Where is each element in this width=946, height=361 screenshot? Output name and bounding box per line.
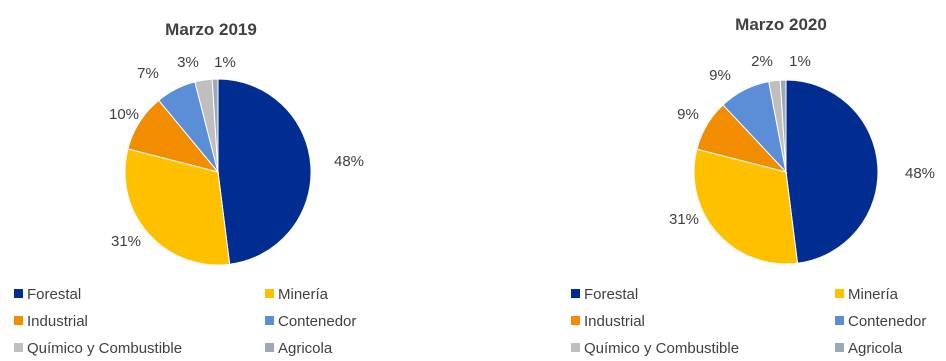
pie-slice-agricola bbox=[779, 79, 787, 173]
legend-item-quimico-y-combustible: Químico y Combustible bbox=[571, 340, 739, 357]
legend-label: Minería bbox=[278, 286, 329, 303]
legend-swatch bbox=[571, 343, 580, 352]
chart-legend: Forestal Minería Industrial Contenedor Quími… bbox=[14, 286, 356, 357]
chart-legend: Forestal Minería Industrial Contenedor Quími… bbox=[571, 286, 926, 357]
legend-label: Forestal bbox=[27, 286, 81, 303]
pie-chart-marzo-2019: Marzo 2019 48% 31% 10% 7% 3% 1% Forestal Minería… bbox=[14, 20, 364, 357]
legend-label: Industrial bbox=[584, 313, 645, 330]
legend-swatch bbox=[265, 289, 274, 298]
legend-swatch bbox=[835, 316, 844, 325]
legend-label: Minería bbox=[848, 286, 899, 303]
legend-label: Agricola bbox=[848, 340, 903, 357]
data-label-mineria: 31% bbox=[669, 211, 699, 228]
legend-swatch bbox=[571, 316, 580, 325]
pie-slice-forestal bbox=[785, 79, 879, 264]
data-label-contenedor: 7% bbox=[137, 65, 159, 82]
legend-item-agricola: Agricola bbox=[265, 340, 333, 357]
legend-item-mineria: Minería bbox=[835, 286, 899, 303]
pie-slice-mineria bbox=[124, 148, 231, 266]
legend-item-contenedor: Contenedor bbox=[835, 313, 926, 330]
legend-label: Contenedor bbox=[278, 313, 356, 330]
legend-swatch bbox=[265, 343, 274, 352]
data-label-quimico-y-combustible: 3% bbox=[177, 54, 199, 71]
legend-item-industrial: Industrial bbox=[14, 313, 88, 330]
data-label-mineria: 31% bbox=[111, 233, 141, 250]
legend-item-contenedor: Contenedor bbox=[265, 313, 356, 330]
legend-item-industrial: Industrial bbox=[571, 313, 645, 330]
legend-swatch bbox=[14, 316, 23, 325]
legend-swatch bbox=[571, 289, 580, 298]
legend-label: Químico y Combustible bbox=[584, 340, 739, 357]
data-label-industrial: 10% bbox=[109, 106, 139, 123]
legend-swatch bbox=[14, 343, 23, 352]
legend-swatch bbox=[265, 316, 274, 325]
data-label-forestal: 48% bbox=[905, 165, 935, 182]
legend-swatch bbox=[14, 289, 23, 298]
legend-item-forestal: Forestal bbox=[14, 286, 81, 303]
data-label-quimico-y-combustible: 2% bbox=[751, 53, 773, 70]
chart-title: Marzo 2019 bbox=[165, 20, 257, 39]
legend-swatch bbox=[835, 289, 844, 298]
legend-item-forestal: Forestal bbox=[571, 286, 638, 303]
chart-title: Marzo 2020 bbox=[735, 15, 827, 34]
pie-slice-agricola bbox=[211, 78, 219, 173]
legend-label: Industrial bbox=[27, 313, 88, 330]
data-label-agricola: 1% bbox=[214, 54, 236, 71]
pie-slice-mineria bbox=[693, 148, 799, 265]
legend-label: Forestal bbox=[584, 286, 638, 303]
pie-chart-marzo-2020: Marzo 2020 48% 31% 9% 9% 2% 1% Forestal Minería I… bbox=[571, 15, 935, 357]
data-label-forestal: 48% bbox=[334, 153, 364, 170]
legend-item-quimico-y-combustible: Químico y Combustible bbox=[14, 340, 182, 357]
data-label-agricola: 1% bbox=[789, 53, 811, 70]
legend-label: Agricola bbox=[278, 340, 333, 357]
pie-slice-forestal bbox=[217, 78, 312, 265]
legend-label: Químico y Combustible bbox=[27, 340, 182, 357]
legend-label: Contenedor bbox=[848, 313, 926, 330]
legend-swatch bbox=[835, 343, 844, 352]
legend-item-agricola: Agricola bbox=[835, 340, 903, 357]
legend-item-mineria: Minería bbox=[265, 286, 329, 303]
data-label-contenedor: 9% bbox=[709, 67, 731, 84]
data-label-industrial: 9% bbox=[677, 106, 699, 123]
